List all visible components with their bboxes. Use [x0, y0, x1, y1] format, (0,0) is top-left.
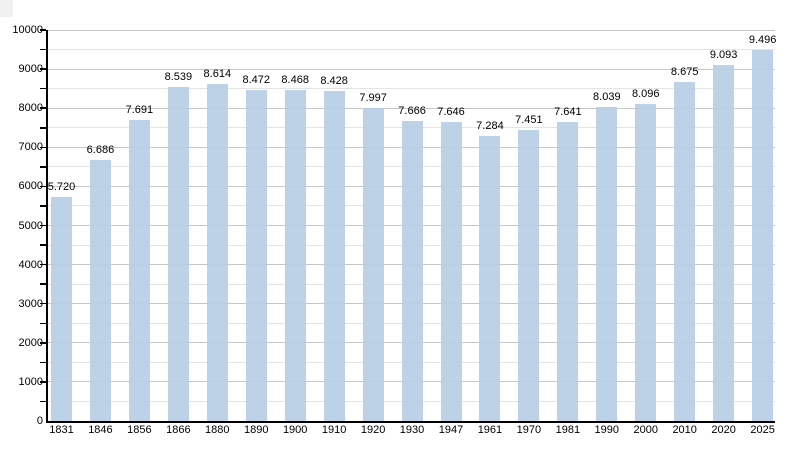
bar-value-label: 7.666	[398, 105, 426, 118]
plot-area: 5.720 6.686 7.691 8.539 8.614 8.472 8.468 8.428…	[40, 29, 776, 423]
major-gridline	[48, 68, 775, 70]
y-axis-tick	[40, 87, 46, 90]
minor-gridline	[48, 49, 775, 51]
bar-1990	[596, 106, 618, 421]
y-axis-tick	[40, 381, 46, 383]
x-axis-tick-label: 1866	[166, 424, 191, 436]
bar-value-label: 8.539	[164, 71, 193, 84]
x-axis-tick-label: 1846	[88, 424, 113, 436]
x-axis-tick-label: 1920	[360, 424, 386, 436]
bar-1856	[128, 120, 150, 421]
y-axis-tick	[40, 29, 46, 31]
x-axis-tick-label: 1880	[205, 424, 230, 436]
y-axis-tick	[40, 107, 46, 109]
corner-artifact	[0, 0, 13, 17]
bar-value-label: 7.646	[437, 106, 465, 119]
bar-value-label: 7.641	[554, 106, 582, 119]
y-axis-tick	[40, 68, 46, 70]
bar-2025	[752, 49, 774, 421]
x-axis-tick-label: 2025	[750, 424, 775, 436]
x-axis-tick-label: 2010	[672, 424, 697, 436]
bar-1981	[557, 122, 579, 421]
x-axis-line	[46, 421, 775, 423]
bar-value-label: 7.997	[359, 92, 387, 105]
y-axis-tick	[40, 361, 46, 364]
y-axis-tick-label: 5000	[18, 219, 43, 232]
bar-1910	[323, 91, 345, 421]
bar-value-label: 8.472	[242, 73, 271, 86]
minor-gridline	[48, 88, 775, 90]
y-axis-tick-label: 2000	[18, 336, 43, 349]
y-axis-tick-label: 1000	[18, 375, 43, 388]
x-axis-tick-label: 1900	[282, 424, 308, 436]
y-axis-tick-label: 7000	[18, 141, 43, 154]
bar-1846	[89, 159, 111, 421]
bar-2020	[713, 65, 735, 421]
y-axis-tick	[40, 205, 46, 207]
x-axis-tick-label: 2020	[711, 424, 736, 436]
y-axis-tick	[40, 146, 46, 149]
x-axis-tick-label: 1856	[127, 424, 152, 436]
y-axis-tick-label: 8000	[18, 102, 43, 115]
y-axis-tick	[40, 185, 46, 188]
y-axis-tick-label: 6000	[18, 180, 43, 193]
y-axis-tick	[40, 48, 46, 51]
bar-2010	[674, 81, 696, 421]
major-gridline	[48, 29, 775, 31]
bar-value-label: 8.096	[631, 88, 660, 101]
x-axis-tick-label: 1947	[438, 424, 464, 436]
y-axis-tick-label: 0	[36, 415, 43, 427]
bar-value-label: 8.428	[320, 75, 348, 88]
y-axis-tick	[40, 302, 46, 305]
bar-1890	[245, 89, 267, 421]
x-axis-tick-label: 1990	[594, 424, 620, 436]
y-axis-tick	[40, 166, 46, 168]
y-axis-tick	[40, 224, 46, 227]
x-axis-tick-label: 1930	[399, 424, 425, 436]
major-gridline	[48, 107, 775, 109]
x-axis-tick-label: 2000	[633, 424, 658, 436]
bar-value-label: 5.720	[47, 181, 76, 194]
x-axis-tick-label: 1970	[516, 424, 542, 436]
bar-value-label: 7.691	[125, 104, 154, 117]
bar-2000	[635, 104, 657, 421]
y-axis-tick-label: 9000	[18, 63, 43, 76]
bar-value-label: 8.468	[281, 73, 309, 86]
y-axis-tick	[40, 263, 46, 266]
bar-1961	[479, 136, 501, 421]
y-axis-tick-label: 10000	[12, 24, 43, 36]
x-axis-tick-label: 1981	[555, 424, 581, 436]
bar-1930	[401, 121, 423, 421]
bar-value-label: 7.451	[515, 113, 543, 126]
x-axis-tick-label: 1961	[477, 424, 503, 436]
bar-value-label: 8.039	[593, 90, 621, 103]
y-axis-tick	[40, 400, 46, 403]
bar-value-label: 8.675	[670, 65, 699, 78]
y-axis-line	[46, 30, 48, 423]
bar-1920	[362, 108, 384, 421]
bar-value-label: 8.614	[203, 68, 232, 81]
bar-1880	[206, 84, 228, 421]
y-axis-tick	[40, 127, 46, 129]
bar-value-label: 9.496	[748, 33, 777, 46]
bar-1831	[51, 197, 72, 421]
y-axis-tick	[40, 244, 46, 246]
bar-1866	[167, 87, 189, 421]
bar-1970	[518, 129, 540, 421]
bar-1947	[440, 122, 462, 421]
bar-value-label: 6.686	[86, 143, 115, 156]
x-axis-tick-label: 1890	[244, 424, 269, 436]
y-axis-tick	[40, 342, 46, 344]
y-axis-tick-label: 3000	[18, 297, 43, 310]
bar-value-label: 9.093	[709, 49, 738, 62]
y-axis-tick-label: 4000	[18, 258, 43, 271]
x-axis-tick-label: 1831	[49, 424, 74, 436]
bar-1900	[284, 89, 306, 421]
x-axis-tick-label: 1910	[321, 424, 347, 436]
bar-value-label: 7.284	[476, 120, 504, 133]
y-axis-tick	[40, 283, 46, 285]
y-axis-tick	[40, 322, 46, 324]
